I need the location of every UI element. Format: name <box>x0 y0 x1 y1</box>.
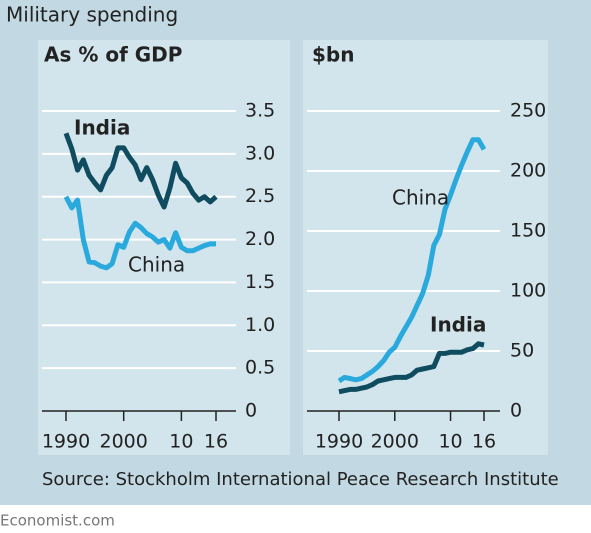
y-tick-label: 0 <box>245 400 257 422</box>
y-tick-label: 3.0 <box>245 142 275 164</box>
y-tick-label: 250 <box>510 100 546 122</box>
line <box>338 341 485 395</box>
x-tick-label: 10 <box>169 431 193 453</box>
series-label: India <box>430 313 486 337</box>
series-label: India <box>74 116 130 140</box>
y-tick-label: 3.5 <box>245 100 275 122</box>
y-tick-label: 100 <box>510 280 546 302</box>
series-label: China <box>128 253 185 277</box>
panel-title: $bn <box>312 43 354 67</box>
x-tick-label: 10 <box>438 431 462 453</box>
panel-title: As % of GDP <box>44 43 182 67</box>
x-tick-label: 2000 <box>100 431 148 453</box>
x-tick-label: 1990 <box>315 431 363 453</box>
series-label: China <box>392 186 449 210</box>
x-tick-label: 1990 <box>42 431 90 453</box>
y-tick-label: 0 <box>510 400 522 422</box>
line <box>63 132 218 210</box>
y-tick-label: 0.5 <box>245 357 275 379</box>
x-tick-label: 2000 <box>371 431 419 453</box>
footer: Economist.com <box>0 512 115 530</box>
panel <box>38 40 290 455</box>
y-tick-label: 50 <box>510 340 534 362</box>
source: Source: Stockholm International Peace Re… <box>42 469 559 490</box>
y-tick-label: 200 <box>510 160 546 182</box>
panel <box>303 40 548 455</box>
x-tick-label: 16 <box>204 431 228 453</box>
x-tick-label: 16 <box>472 431 496 453</box>
line <box>337 137 487 384</box>
y-tick-label: 2.5 <box>245 185 275 207</box>
y-tick-label: 1.0 <box>245 314 275 336</box>
y-tick-label: 2.0 <box>245 228 275 250</box>
y-tick-label: 150 <box>510 220 546 242</box>
line <box>63 195 216 271</box>
y-tick-label: 1.5 <box>245 271 275 293</box>
chart-title: Military spending <box>6 3 178 27</box>
